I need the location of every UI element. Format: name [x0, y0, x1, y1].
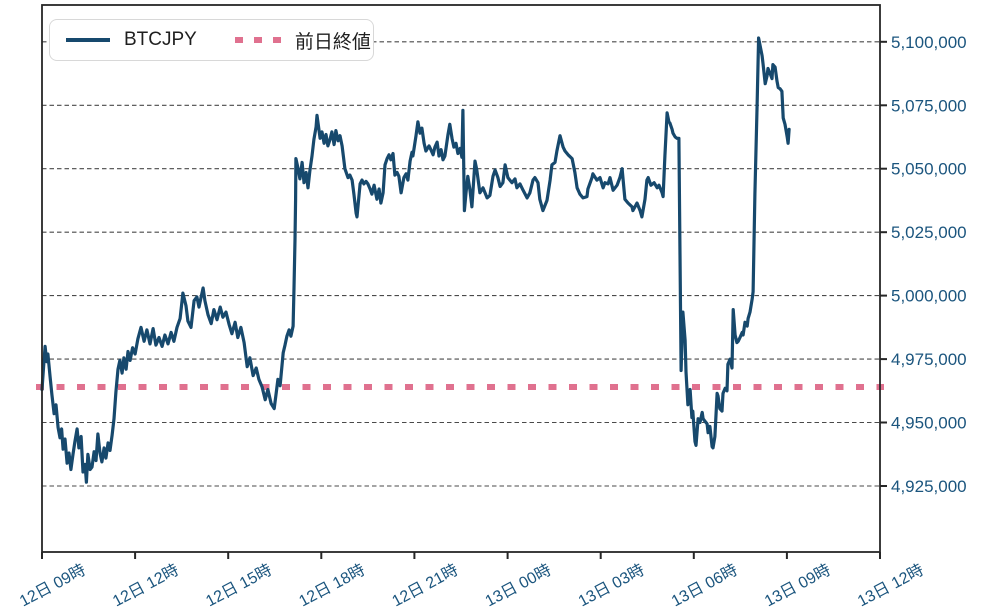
- y-tick-label: 5,100,000: [891, 33, 967, 52]
- y-tick-label: 4,950,000: [891, 414, 967, 433]
- y-axis: 4,925,000 4,950,000 4,975,000 5,000,000 5,02…: [880, 33, 967, 496]
- x-tick-label: 13日 09時: [762, 561, 834, 611]
- y-tick-label: 5,000,000: [891, 287, 967, 306]
- x-tick-label: 13日 00時: [482, 561, 554, 611]
- legend-label-prev-close: 前日終値: [294, 31, 371, 53]
- plot-frame: [41, 4, 881, 553]
- y-tick-label: 5,050,000: [891, 160, 967, 179]
- y-tick-label: 4,925,000: [891, 477, 967, 496]
- y-tick-label: 5,025,000: [891, 223, 967, 242]
- legend: BTCJPY 前日終値: [49, 19, 374, 61]
- y-tick-label: 5,075,000: [891, 96, 967, 115]
- x-tick-label: 12日 21時: [389, 561, 461, 611]
- x-tick-label: 12日 12時: [110, 561, 182, 611]
- btcjpy-line-swatch: [66, 38, 110, 42]
- x-tick-label: 13日 12時: [855, 561, 927, 611]
- x-axis: 12日 09時 12日 12時 12日 15時 12日 18時 12日 21時 13日 0…: [17, 552, 927, 610]
- x-tick-label: 13日 03時: [575, 561, 647, 611]
- x-tick-label: 12日 15時: [203, 561, 275, 611]
- x-tick-label: 13日 06時: [668, 561, 740, 611]
- x-tick-label: 12日 09時: [17, 561, 89, 611]
- legend-label-btcjpy: BTCJPY: [124, 29, 197, 50]
- btcjpy-series-line: [40, 36, 791, 484]
- gridlines: [42, 41, 880, 487]
- prev-close-dash-swatch: [234, 36, 281, 44]
- y-tick-label: 4,975,000: [891, 350, 967, 369]
- x-tick-label: 12日 18時: [296, 561, 368, 611]
